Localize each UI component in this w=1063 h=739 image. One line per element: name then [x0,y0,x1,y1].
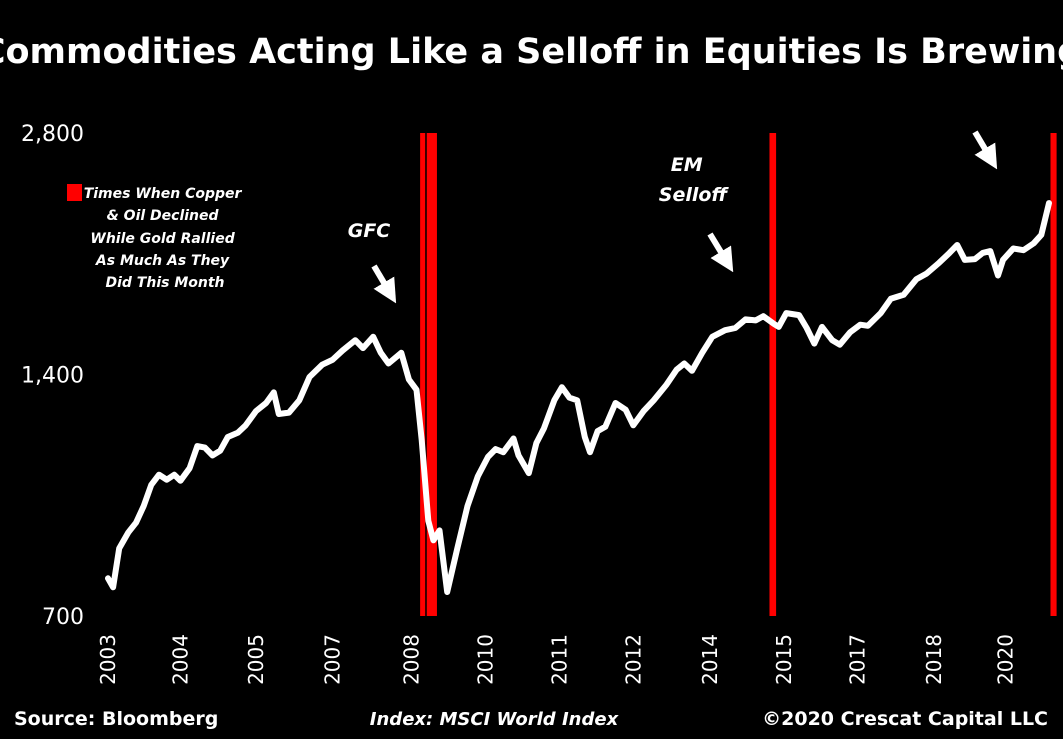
annotation-em-selloff: EM Selloff [659,154,734,273]
y-tick-label-3: 700 [42,605,84,630]
highlight-band-1 [420,133,426,616]
x-tick-label-5: 2008 [399,634,423,685]
y-tick-label-2: 1,400 [21,364,84,389]
annotation-gfc: GFC [348,220,397,304]
legend-line-1: Times When Copper [84,186,243,202]
footer-copyright: ©2020 Crescat Capital LLC [762,708,1048,730]
annotation-gfc-label: GFC [348,220,391,242]
legend: Times When Copper & Oil Declined While G… [67,184,247,291]
x-tick-label-7: 2011 [547,634,571,685]
x-tick-label-12: 2018 [922,634,946,685]
annotation-em-arrow [707,232,734,273]
highlight-band-4 [1050,133,1057,616]
annotation-2020-arrow [972,130,998,170]
y-tick-label-1: 2,800 [21,122,84,147]
x-tick-label-1: 2003 [96,634,120,685]
x-tick-label-6: 2010 [473,634,497,685]
series-line-msci-world [105,200,1052,595]
x-tick-label-13: 2020 [994,634,1018,685]
legend-swatch [67,184,82,201]
annotation-gfc-arrow [371,264,397,304]
footer-index: Index: MSCI World Index [370,709,620,730]
x-tick-label-9: 2014 [698,634,722,685]
x-tick-label-2: 2004 [168,634,192,685]
svg-text:Times When Copper & Oil: Times When Copper & Oil Declined While G… [84,186,247,291]
annotation-2020 [972,130,998,170]
x-tick-label-4: 2007 [320,634,344,685]
annotation-em-label-2: Selloff [659,184,730,206]
x-tick-label-3: 2005 [244,634,268,685]
x-tick-label-8: 2012 [621,634,645,685]
x-axis: 2003 2004 2005 2007 2008 2010 2011 2012 2014 2015… [96,634,1018,685]
highlight-bands [420,133,1057,616]
x-tick-label-11: 2017 [846,634,870,685]
legend-line-4: As Much As They [95,253,230,269]
legend-line-3: While Gold Rallied [90,231,235,247]
chart-title: Commodities Acting Like a Selloff in Equ… [0,32,1063,72]
annotation-em-label-1: EM [671,154,703,176]
footer-source: Source: Bloomberg [14,708,218,730]
svg-text:EM Selloff: EM Selloff [659,154,730,206]
highlight-band-2 [426,133,437,616]
x-tick-label-10: 2015 [772,634,796,685]
legend-line-2: & Oil Declined [107,208,220,224]
y-axis: 2,800 1,400 700 [21,122,84,630]
legend-line-5: Did This Month [105,275,224,291]
highlight-band-3 [769,133,777,616]
